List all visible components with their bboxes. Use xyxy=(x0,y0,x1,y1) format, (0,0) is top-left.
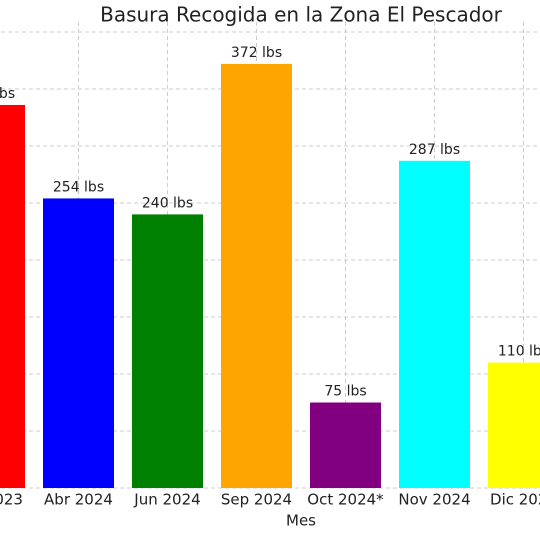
chart-title: Basura Recogida en la Zona El Pescador xyxy=(100,3,503,27)
x-axis-label: Mes xyxy=(286,512,316,530)
data-label: 336 lbs xyxy=(0,86,15,102)
data-label: 240 lbs xyxy=(142,195,193,211)
data-label: 254 lbs xyxy=(53,179,104,195)
bar xyxy=(43,198,114,488)
x-tick-label: Dic 2023 xyxy=(0,491,23,509)
x-tick-label: Jun 2024 xyxy=(133,491,200,509)
data-label: 287 lbs xyxy=(409,142,460,158)
x-tick-label: Nov 2024 xyxy=(398,491,470,509)
bar xyxy=(0,104,25,489)
data-label: 372 lbs xyxy=(231,45,282,61)
data-label: 110 lbs xyxy=(498,344,540,360)
bar xyxy=(221,63,292,489)
data-label: 75 lbs xyxy=(324,384,366,400)
x-tick-label: Oct 2024* xyxy=(307,491,384,509)
x-tick-label: Sep 2024 xyxy=(221,491,292,509)
x-tick-label: Dic 2024 xyxy=(490,491,540,509)
bar xyxy=(399,160,470,488)
x-tick-label: Abr 2024 xyxy=(44,491,113,509)
bar xyxy=(488,362,540,488)
bar xyxy=(132,214,203,488)
bar xyxy=(310,402,381,488)
